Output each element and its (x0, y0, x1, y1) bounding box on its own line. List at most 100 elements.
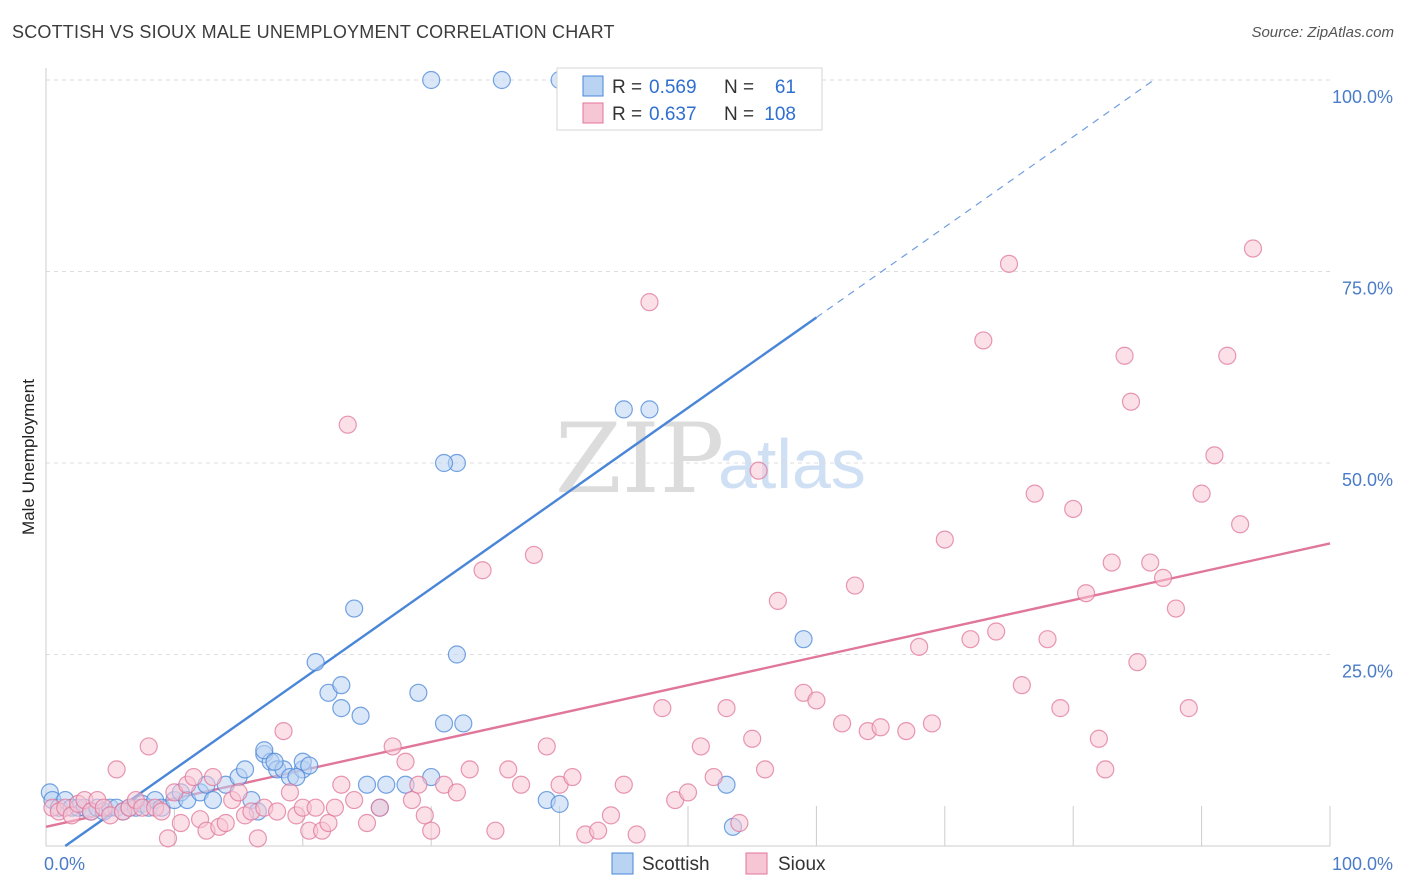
x-tick-label: 100.0% (1332, 854, 1393, 874)
data-point (351, 706, 370, 725)
data-point (447, 783, 466, 802)
data-point (807, 691, 826, 710)
data-point (832, 714, 852, 733)
data-point (974, 331, 993, 350)
data-point (1243, 239, 1263, 258)
data-point (550, 794, 569, 813)
trend-line-sioux (45, 542, 1331, 829)
data-point (704, 767, 723, 787)
data-point (1115, 346, 1134, 365)
data-point (370, 798, 389, 817)
legend-n-value: 108 (764, 104, 796, 125)
tick-labels: 25.0% 50.0% 75.0% 100.0% 0.0% 100.0% (44, 87, 1393, 874)
legend-swatch-sioux (582, 102, 604, 124)
data-point (871, 718, 890, 737)
series-label-scottish: Scottish (642, 854, 710, 875)
data-point (171, 813, 190, 833)
legend-swatch-scottish (582, 75, 604, 97)
watermark: ZIP atlas (555, 403, 866, 515)
data-point (563, 767, 582, 787)
data-point (447, 645, 466, 664)
data-point (235, 760, 255, 779)
legend-r-label: R = (612, 104, 642, 125)
data-point (1089, 729, 1108, 748)
data-point (794, 630, 813, 649)
data-point (184, 767, 203, 787)
series-sioux (43, 239, 1263, 848)
data-point (473, 561, 492, 580)
data-point (601, 806, 621, 825)
data-point (1038, 630, 1057, 649)
data-point (749, 461, 768, 480)
data-point (409, 683, 428, 702)
trend-extension-scottish (816, 79, 1155, 318)
data-point (1025, 484, 1044, 503)
data-point (1102, 553, 1121, 572)
data-point (922, 714, 942, 733)
series-swatch-sioux (745, 852, 768, 875)
data-point (287, 767, 306, 787)
data-point (1076, 584, 1096, 603)
data-point (1218, 346, 1237, 365)
data-point (268, 802, 287, 821)
data-point (265, 752, 284, 771)
data-point (338, 415, 357, 434)
data-point (152, 802, 171, 821)
data-point (357, 775, 377, 794)
data-point (107, 760, 126, 779)
data-point (345, 599, 364, 618)
data-point (614, 775, 633, 794)
data-point (589, 821, 608, 840)
data-point (1121, 392, 1141, 411)
data-point (306, 798, 325, 817)
data-point (203, 767, 223, 787)
data-point (499, 760, 518, 779)
data-point (999, 254, 1019, 273)
legend-r-label: R = (612, 77, 642, 98)
data-point (614, 400, 633, 419)
data-point (280, 783, 300, 802)
data-point (1179, 699, 1198, 718)
data-point (730, 813, 749, 833)
data-point (511, 775, 531, 794)
y-tick-label: 50.0% (1342, 470, 1393, 490)
data-point (434, 453, 454, 473)
data-point (486, 821, 505, 840)
data-point (1128, 653, 1147, 672)
data-point (396, 752, 415, 771)
data-point (627, 825, 646, 844)
data-point (306, 653, 325, 672)
data-point (691, 737, 710, 756)
data-point (1166, 599, 1186, 618)
data-point (332, 775, 351, 794)
watermark-atlas: atlas (718, 425, 866, 503)
y-tick-label: 100.0% (1332, 87, 1393, 107)
chart-title: SCOTTISH VS SIOUX MALE UNEMPLOYMENT CORR… (12, 22, 615, 42)
data-point (139, 737, 158, 756)
correlation-legend: R = 0.569 N = 61 R = 0.637 N = 108 (556, 67, 823, 131)
data-point (454, 714, 473, 733)
data-point (1064, 499, 1083, 519)
data-point (460, 760, 479, 779)
data-point (255, 741, 274, 760)
data-point (755, 760, 775, 779)
data-point (434, 714, 454, 733)
data-point (987, 622, 1006, 641)
data-point (961, 630, 980, 649)
data-point (319, 813, 338, 833)
x-tick-label: 0.0% (44, 854, 85, 874)
data-point (274, 721, 293, 741)
trend-line-scottish (64, 316, 818, 847)
data-point (897, 721, 916, 741)
data-point (910, 637, 929, 656)
series-legend: Scottish Sioux (611, 852, 826, 875)
data-point (158, 829, 178, 848)
data-point (845, 576, 865, 595)
data-point (1205, 446, 1224, 465)
data-point (300, 756, 319, 775)
data-point (1141, 553, 1160, 572)
data-point (678, 783, 698, 802)
data-point (332, 676, 351, 695)
data-points (40, 70, 1263, 848)
